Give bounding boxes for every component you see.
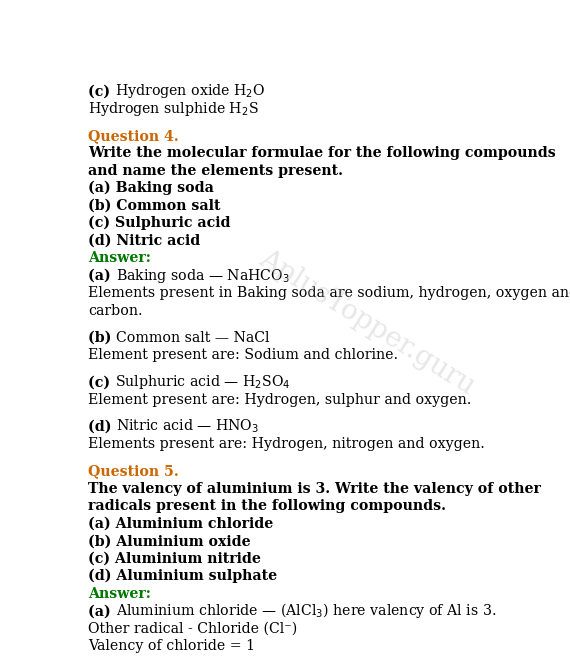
Text: Question 4.: Question 4. <box>88 129 179 143</box>
Text: Hydrogen oxide H$_2$O: Hydrogen oxide H$_2$O <box>115 82 266 100</box>
Text: (c): (c) <box>88 375 115 390</box>
Text: Valency of chloride = 1: Valency of chloride = 1 <box>88 639 255 653</box>
Text: (c) Sulphuric acid: (c) Sulphuric acid <box>88 216 230 230</box>
Text: (c) Aluminium nitride: (c) Aluminium nitride <box>88 552 261 566</box>
Text: AplusTopper.guru: AplusTopper.guru <box>254 245 480 399</box>
Text: Element present are: Sodium and chlorine.: Element present are: Sodium and chlorine… <box>88 348 398 362</box>
Text: Nitric acid — HNO$_3$: Nitric acid — HNO$_3$ <box>116 418 259 435</box>
Text: (d) Nitric acid: (d) Nitric acid <box>88 234 200 247</box>
Text: Question 5.: Question 5. <box>88 465 179 478</box>
Text: (d) Aluminium sulphate: (d) Aluminium sulphate <box>88 569 277 583</box>
Text: Other radical - Chloride (Cl⁻): Other radical - Chloride (Cl⁻) <box>88 622 298 636</box>
Text: (d): (d) <box>88 420 116 434</box>
Text: Hydrogen sulphide H$_2$S: Hydrogen sulphide H$_2$S <box>88 99 259 118</box>
Text: (b) Aluminium oxide: (b) Aluminium oxide <box>88 534 251 548</box>
Text: (c): (c) <box>88 84 115 98</box>
Text: Elements present in Baking soda are sodium, hydrogen, oxygen and: Elements present in Baking soda are sodi… <box>88 286 570 300</box>
Text: (b): (b) <box>88 330 116 345</box>
Text: (a): (a) <box>88 268 116 282</box>
Text: carbon.: carbon. <box>88 303 142 318</box>
Text: (a) Baking soda: (a) Baking soda <box>88 181 214 195</box>
Text: Element present are: Hydrogen, sulphur and oxygen.: Element present are: Hydrogen, sulphur a… <box>88 393 471 407</box>
Text: (b) Common salt: (b) Common salt <box>88 199 221 213</box>
Text: Sulphuric acid — H$_2$SO$_4$: Sulphuric acid — H$_2$SO$_4$ <box>115 373 291 392</box>
Text: The valency of aluminium is 3. Write the valency of other: The valency of aluminium is 3. Write the… <box>88 482 541 496</box>
Text: radicals present in the following compounds.: radicals present in the following compou… <box>88 499 446 513</box>
Text: Answer:: Answer: <box>88 587 151 601</box>
Text: Common salt — NaCl: Common salt — NaCl <box>116 330 270 345</box>
Text: and name the elements present.: and name the elements present. <box>88 164 343 178</box>
Text: Elements present are: Hydrogen, nitrogen and oxygen.: Elements present are: Hydrogen, nitrogen… <box>88 438 485 451</box>
Text: (a) Aluminium chloride: (a) Aluminium chloride <box>88 517 273 531</box>
Text: Answer:: Answer: <box>88 251 151 265</box>
Text: Write the molecular formulae for the following compounds: Write the molecular formulae for the fol… <box>88 146 556 161</box>
Text: (a): (a) <box>88 604 116 619</box>
Text: Aluminium chloride — (AlCl$_3$) here valency of Al is 3.: Aluminium chloride — (AlCl$_3$) here val… <box>116 601 496 620</box>
Text: Baking soda — NaHCO$_3$: Baking soda — NaHCO$_3$ <box>116 266 290 284</box>
